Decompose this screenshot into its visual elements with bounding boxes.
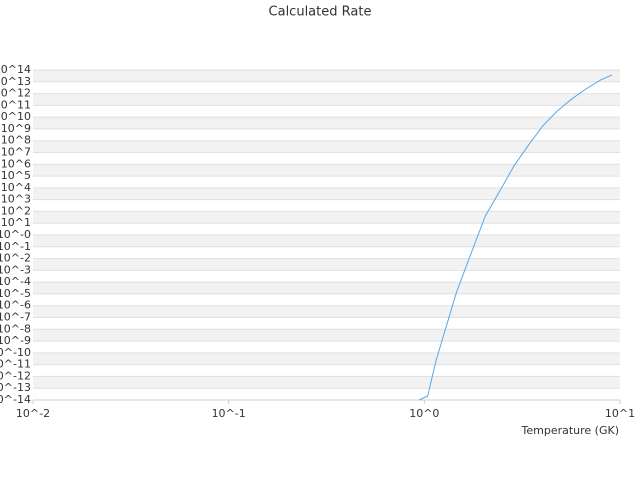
grid-band — [33, 93, 620, 106]
y-tick-label: 10^7 — [1, 146, 31, 159]
y-tick-label: 10^3 — [1, 193, 31, 206]
y-tick-label: 10^13 — [0, 75, 31, 88]
x-tick-label: 10^-2 — [16, 407, 50, 420]
grid-band — [33, 187, 620, 200]
y-tick-label: 10^-7 — [0, 311, 31, 324]
y-tick-label: 10^-8 — [0, 322, 31, 335]
y-tick-label: 10^9 — [1, 122, 31, 135]
grid-band — [33, 376, 620, 389]
y-tick-label: 10^-12 — [0, 369, 31, 382]
y-tick-label: 10^4 — [1, 181, 31, 194]
grid-band — [33, 305, 620, 318]
grid-band — [33, 329, 620, 342]
y-tick-label: 10^14 — [0, 63, 31, 76]
chart-title: Calculated Rate — [269, 5, 372, 20]
y-tick-label: 10^-10 — [0, 346, 31, 359]
y-tick-label: 10^11 — [0, 98, 31, 111]
x-axis-label: Temperature (GK) — [521, 424, 620, 437]
y-tick-label: 10^-9 — [0, 334, 31, 347]
grid-band — [33, 117, 620, 129]
data-line — [418, 74, 613, 401]
y-tick-label: 10^5 — [1, 169, 31, 182]
grid-band — [33, 211, 620, 224]
grid-band — [33, 140, 620, 153]
grid-band — [33, 352, 620, 365]
y-tick-label: 10^-11 — [0, 358, 31, 371]
y-tick-label: 10^1 — [1, 216, 31, 229]
y-tick-label: 10^-0 — [0, 228, 31, 241]
grid-band — [33, 164, 620, 177]
x-tick-label: 10^1 — [605, 407, 635, 420]
y-tick-label: 10^8 — [1, 134, 31, 147]
y-tick-label: 10^2 — [1, 204, 31, 217]
y-tick-label: 10^6 — [1, 157, 31, 170]
y-tick-label: 10^-1 — [0, 240, 31, 253]
y-tick-label: 10^-6 — [0, 299, 31, 312]
grid-band — [33, 70, 620, 82]
grid-band — [33, 235, 620, 247]
y-tick-label: 10^12 — [0, 87, 31, 100]
grid-band — [33, 258, 620, 271]
y-tick-label: 10^-3 — [0, 263, 31, 276]
y-tick-label: 10^-13 — [0, 381, 31, 394]
y-tick-label: 10^-2 — [0, 252, 31, 265]
y-tick-label: 10^-4 — [0, 275, 31, 288]
x-tick-label: 10^-1 — [212, 407, 246, 420]
y-tick-label: 10^-14 — [0, 393, 31, 406]
y-tick-label: 10^-5 — [0, 287, 31, 300]
y-tick-label: 10^10 — [0, 110, 31, 123]
x-tick-label: 10^0 — [409, 407, 439, 420]
grid-band — [33, 282, 620, 294]
